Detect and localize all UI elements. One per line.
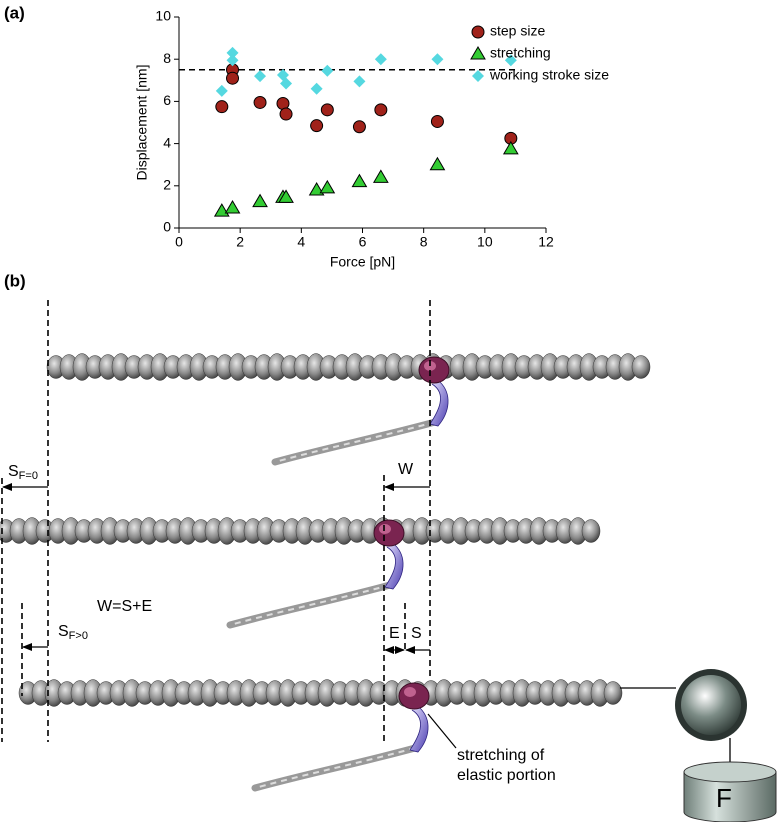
scatter-chart: 0 2 4 6 8 10 0 2 4 6 8 10 12 Force [pN] Displacement […: [134, 8, 610, 270]
point: [253, 95, 267, 109]
point: [352, 120, 366, 134]
filaments: [0, 353, 651, 792]
force-label: F: [716, 783, 732, 813]
panel-label: (b): [4, 271, 26, 290]
point: [321, 64, 334, 77]
legend-label: working stroke size: [489, 67, 609, 83]
point: [319, 179, 336, 194]
y-tick-label: 0: [163, 219, 171, 235]
myosin-head: [398, 682, 430, 710]
point: [430, 114, 444, 128]
x-tick-label: 12: [538, 234, 554, 250]
note: elastic portion: [457, 767, 556, 784]
y-tick-label: 10: [155, 8, 171, 24]
y-tick-label: 4: [163, 134, 171, 150]
point: [224, 199, 241, 214]
point: [374, 53, 387, 66]
point: [310, 82, 323, 95]
equation: W=S+E: [97, 598, 152, 615]
point: [226, 46, 239, 59]
label-main: S: [58, 623, 69, 640]
pointer: [427, 713, 457, 749]
point: [252, 193, 268, 208]
label: E: [389, 625, 400, 642]
myosin-tail: [274, 421, 436, 463]
x-tick-label: 2: [236, 234, 244, 250]
label: S: [411, 625, 422, 642]
legend-label: step size: [490, 23, 545, 39]
y-tick-label: 8: [163, 50, 171, 66]
bead: [681, 675, 741, 735]
myosin-head: [418, 356, 450, 384]
point: [310, 119, 324, 133]
point: [502, 140, 519, 155]
diagram: SF=0 W W=S+E SF>0 E S stretching of elas…: [0, 300, 777, 822]
legend-marker: [471, 25, 485, 39]
lever-arm: [429, 381, 449, 427]
label-main: S: [8, 463, 19, 480]
label-sub: F=0: [19, 470, 38, 482]
x-tick-label: 10: [477, 234, 493, 250]
x-axis-label: Force [pN]: [330, 254, 395, 270]
myosin-head: [379, 524, 391, 534]
point: [226, 54, 239, 67]
x-tick-label: 0: [175, 234, 183, 250]
myosin-head: [373, 519, 405, 547]
point: [429, 156, 446, 171]
x-tick-label: 8: [420, 234, 428, 250]
actin-subunit: [603, 681, 623, 705]
point: [351, 173, 368, 188]
actin-subunit: [581, 519, 601, 543]
y-tick-label: 6: [163, 92, 171, 108]
weight-top: [683, 761, 777, 783]
point: [279, 107, 293, 121]
point: [374, 103, 388, 117]
legend-marker: [470, 46, 486, 60]
point: [278, 189, 294, 203]
point: [215, 100, 229, 114]
point: [372, 169, 389, 183]
x-tick-label: 6: [359, 234, 367, 250]
y-axis-label: Displacement [nm]: [134, 65, 150, 181]
actin-subunit: [631, 355, 651, 379]
lever-arm: [409, 707, 429, 753]
point: [280, 77, 293, 90]
point: [254, 70, 267, 83]
point: [226, 71, 240, 85]
legend-label: stretching: [490, 45, 551, 61]
panel-label: (a): [4, 3, 25, 22]
legend-marker: [472, 70, 484, 82]
x-tick-label: 4: [297, 234, 305, 250]
label: SF=0: [8, 463, 38, 482]
myosin-head: [404, 687, 416, 697]
myosin-tail: [254, 747, 416, 789]
point: [320, 103, 334, 117]
label: SF>0: [58, 623, 88, 642]
y-tick-label: 2: [163, 177, 171, 193]
lever-arm: [384, 544, 404, 590]
point: [504, 54, 517, 67]
point: [308, 182, 325, 196]
myosin-tail: [229, 584, 391, 626]
point: [353, 75, 366, 88]
point: [431, 53, 444, 66]
point: [215, 84, 228, 97]
label-sub: F>0: [69, 630, 88, 642]
note: stretching of: [457, 747, 545, 764]
label: W: [398, 461, 414, 478]
